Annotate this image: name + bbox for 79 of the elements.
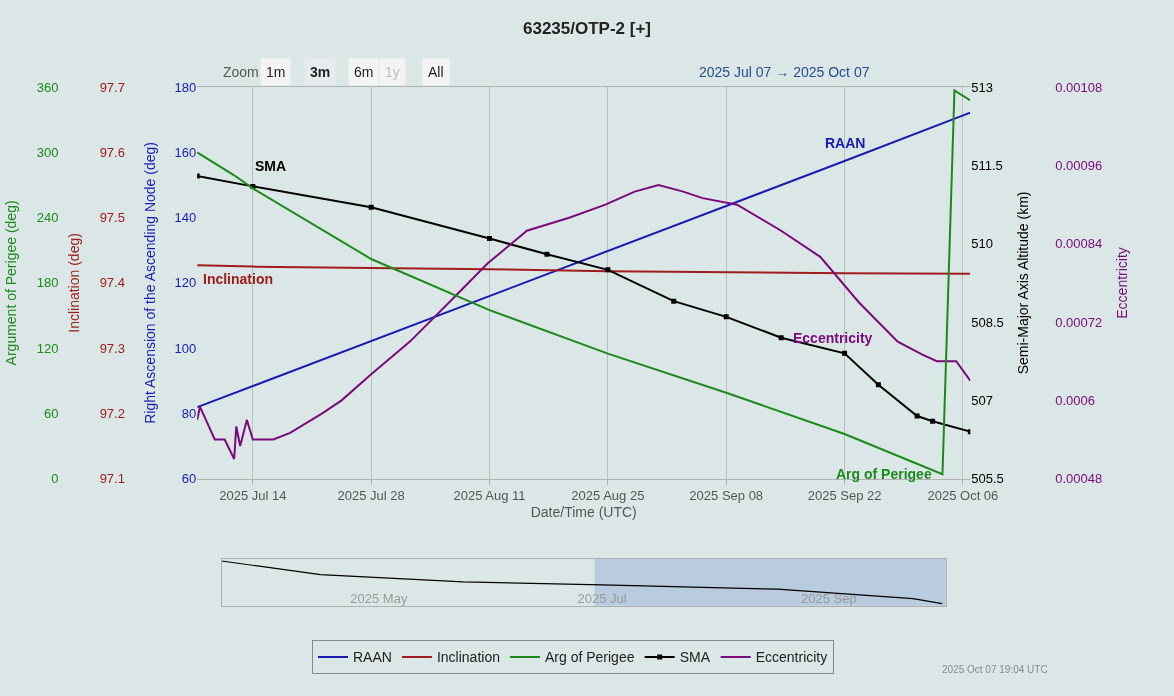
y2-tick-label: 0.00072: [1055, 314, 1103, 330]
point: [723, 314, 729, 320]
legend-label: SMA: [679, 649, 711, 666]
legend-label: Inclination: [436, 649, 500, 666]
text: SMA: [255, 158, 287, 174]
point: [778, 335, 784, 341]
x-tick-label: 2025 Oct 06: [927, 488, 999, 504]
y-tick-label: 140: [174, 210, 197, 226]
y2-tick-label: 0.00084: [1055, 236, 1103, 252]
y2-tick-label: 97.5: [99, 210, 125, 226]
text: 2025 Oct 07 19:04 UTC: [942, 664, 1048, 675]
y2-tick-label: 97.2: [99, 405, 125, 421]
y2-tick-label: 97.3: [99, 340, 125, 356]
x-axis-title: Date/Time (UTC): [530, 503, 637, 520]
text: Arg of Perigee: [836, 466, 932, 482]
legend-label: RAAN: [353, 649, 392, 666]
text: 3m: [310, 64, 331, 80]
point: [842, 350, 848, 356]
y-tick-label: 100: [174, 340, 197, 356]
point: [487, 236, 493, 242]
y-tick-label: 60: [181, 471, 197, 487]
y-axis-title: Right Ascension of the Ascending Node (deg): [142, 142, 159, 424]
x-tick-label: 2025 May: [350, 590, 408, 606]
y2-tick-label: 97.4: [99, 275, 125, 291]
y-tick-label: 180: [36, 275, 59, 291]
legend-label: Arg of Perigee: [544, 649, 635, 666]
point: [368, 204, 374, 210]
text: RAAN: [825, 135, 866, 151]
line-series: [197, 264, 971, 275]
y2-tick-label: 0.00096: [1055, 158, 1103, 174]
y2-axis-title: Eccentricity: [1113, 247, 1130, 319]
text: All: [428, 64, 444, 80]
x-tick-label: 2025 Sep 08: [689, 488, 764, 504]
y-tick-label: 80: [181, 405, 197, 421]
y2-tick-label: 97.7: [99, 79, 125, 95]
y-tick-label: 120: [36, 340, 59, 356]
y-tick-label: 300: [36, 145, 59, 161]
y2-axis-title: Inclination (deg): [66, 233, 83, 333]
y2-tick-label: 0.00108: [1055, 79, 1103, 95]
y-tick-label: 120: [174, 275, 197, 291]
point: [914, 413, 920, 419]
text: 1m: [266, 64, 286, 80]
y-tick-label: 513: [971, 79, 993, 95]
x-tick-label: 2025 Jul 28: [337, 488, 405, 504]
text: 2025 Jul 07 → 2025 Oct 07: [699, 64, 870, 80]
text: 6m: [354, 64, 374, 80]
legend-label: Eccentricity: [755, 649, 828, 666]
y-tick-label: 508.5: [971, 314, 1004, 330]
text: Eccentricity: [793, 330, 873, 346]
y-axis-title: Semi-Major Axis Altitude (km): [1015, 191, 1032, 375]
x-tick-label: 2025 Sep 22: [807, 488, 882, 504]
text: Inclination: [203, 271, 273, 287]
y2-tick-label: 0.0006: [1055, 392, 1096, 408]
point: [544, 251, 550, 257]
text: Zoom: [223, 64, 259, 80]
y2-tick-label: 97.1: [99, 471, 125, 487]
y-tick-label: 507: [971, 392, 993, 408]
y-tick-label: 360: [36, 79, 59, 95]
y-tick-label: 240: [36, 210, 59, 226]
y-tick-label: 511.5: [971, 158, 1003, 174]
y2-tick-label: 0.00048: [1055, 471, 1103, 487]
y-tick-label: 0: [51, 471, 59, 487]
point: [875, 382, 881, 388]
y-tick-label: 60: [44, 405, 59, 421]
point: [671, 298, 677, 304]
y-tick-label: 160: [174, 145, 197, 161]
x-tick-label: 2025 Aug 11: [453, 488, 526, 504]
text: 1y: [385, 64, 400, 80]
point: [930, 418, 936, 424]
x-tick-label: 2025 Jul 14: [219, 488, 287, 504]
y2-tick-label: 97.6: [99, 145, 125, 161]
x-tick-label: 2025 Jul: [577, 590, 627, 606]
x-tick-label: 2025 Sep: [800, 590, 857, 606]
y-tick-label: 180: [174, 79, 197, 95]
chart-title: 63235/OTP-2 [+]: [522, 19, 652, 39]
x-tick-label: 2025 Aug 25: [571, 488, 645, 504]
y-tick-label: 505.5: [971, 471, 1004, 487]
y-axis-title: Argument of Perigee (deg): [3, 200, 20, 366]
y-tick-label: 510: [971, 236, 993, 252]
